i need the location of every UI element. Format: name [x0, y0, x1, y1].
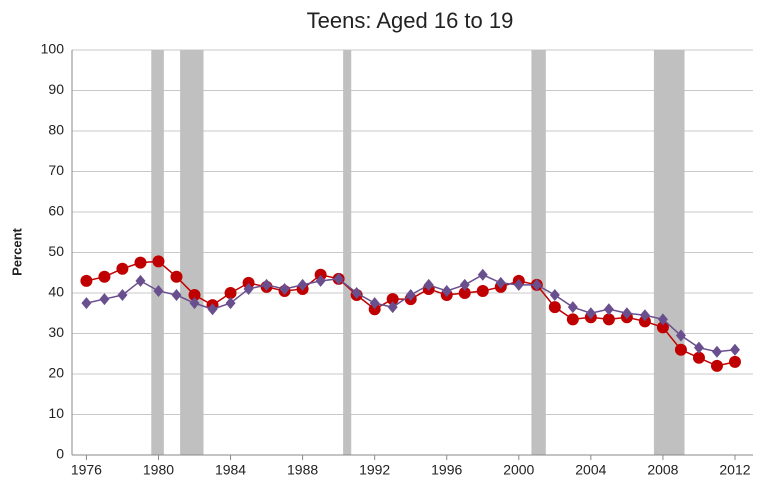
point — [116, 262, 129, 275]
point — [99, 293, 110, 306]
x-tick-label: 2000 — [503, 462, 534, 478]
point — [314, 268, 327, 281]
point — [315, 274, 326, 287]
point — [728, 355, 741, 368]
x-tick-label: 1976 — [71, 462, 102, 478]
point — [98, 270, 111, 283]
x-tick-label: 1984 — [215, 462, 246, 478]
point — [242, 276, 255, 289]
y-axis-label: Percent — [9, 227, 24, 275]
point — [188, 289, 201, 302]
point — [729, 343, 740, 356]
point — [476, 284, 489, 297]
x-tick-label: 1988 — [287, 462, 318, 478]
y-tick-label: 50 — [48, 243, 64, 259]
y-tick-label: 90 — [48, 81, 64, 97]
y-tick-label: 20 — [48, 365, 64, 381]
x-tick-label: 1992 — [359, 462, 390, 478]
point — [548, 301, 561, 314]
point — [80, 274, 93, 287]
point — [225, 297, 236, 310]
point — [152, 255, 165, 268]
x-tick-label: 1980 — [143, 462, 174, 478]
y-tick-label: 100 — [41, 41, 65, 57]
point — [351, 287, 362, 299]
recession-band — [180, 50, 204, 455]
point — [387, 301, 398, 314]
point — [333, 272, 344, 285]
y-tick-label: 0 — [56, 446, 64, 462]
point — [566, 313, 579, 326]
point — [441, 284, 452, 297]
point — [459, 278, 470, 291]
point — [693, 341, 704, 354]
point — [189, 297, 200, 310]
point — [297, 278, 308, 291]
x-tick-label: 2012 — [719, 462, 750, 478]
point — [602, 313, 615, 326]
point — [495, 276, 506, 289]
point — [81, 297, 92, 310]
point — [639, 309, 650, 322]
point — [567, 301, 578, 314]
point — [368, 303, 381, 316]
y-tick-label: 70 — [48, 162, 64, 178]
point — [135, 274, 146, 287]
y-tick-label: 30 — [48, 324, 64, 340]
point — [711, 345, 722, 358]
point — [674, 343, 687, 356]
point — [153, 284, 164, 297]
point — [207, 303, 218, 316]
point — [710, 359, 723, 372]
point — [423, 278, 434, 291]
point — [656, 321, 669, 334]
point — [170, 270, 183, 283]
point — [134, 256, 147, 269]
point — [603, 303, 614, 316]
chart-title: Teens: Aged 16 to 19 — [307, 8, 514, 33]
point — [638, 315, 651, 328]
y-tick-label: 10 — [48, 405, 64, 421]
point — [369, 297, 380, 310]
recession-band — [151, 50, 164, 455]
point — [117, 289, 128, 302]
point — [657, 313, 668, 326]
point — [261, 278, 272, 291]
point — [675, 329, 686, 342]
recession-band — [653, 50, 685, 455]
y-tick-label: 60 — [48, 203, 64, 219]
y-tick-label: 40 — [48, 284, 64, 300]
point — [477, 268, 488, 281]
recession-band — [531, 50, 546, 455]
point — [585, 307, 596, 320]
point — [513, 278, 524, 291]
point — [621, 307, 632, 320]
point — [279, 282, 290, 295]
y-tick-label: 80 — [48, 122, 64, 138]
point — [692, 351, 705, 364]
point — [386, 293, 399, 306]
point — [224, 287, 237, 299]
x-tick-label: 2004 — [575, 462, 606, 478]
x-tick-label: 1996 — [431, 462, 462, 478]
point — [171, 289, 182, 302]
recession-band — [343, 50, 352, 455]
point — [549, 289, 560, 302]
point — [531, 278, 542, 291]
x-tick-label: 2008 — [647, 462, 678, 478]
point — [458, 287, 471, 299]
point — [405, 289, 416, 302]
point — [243, 282, 254, 295]
